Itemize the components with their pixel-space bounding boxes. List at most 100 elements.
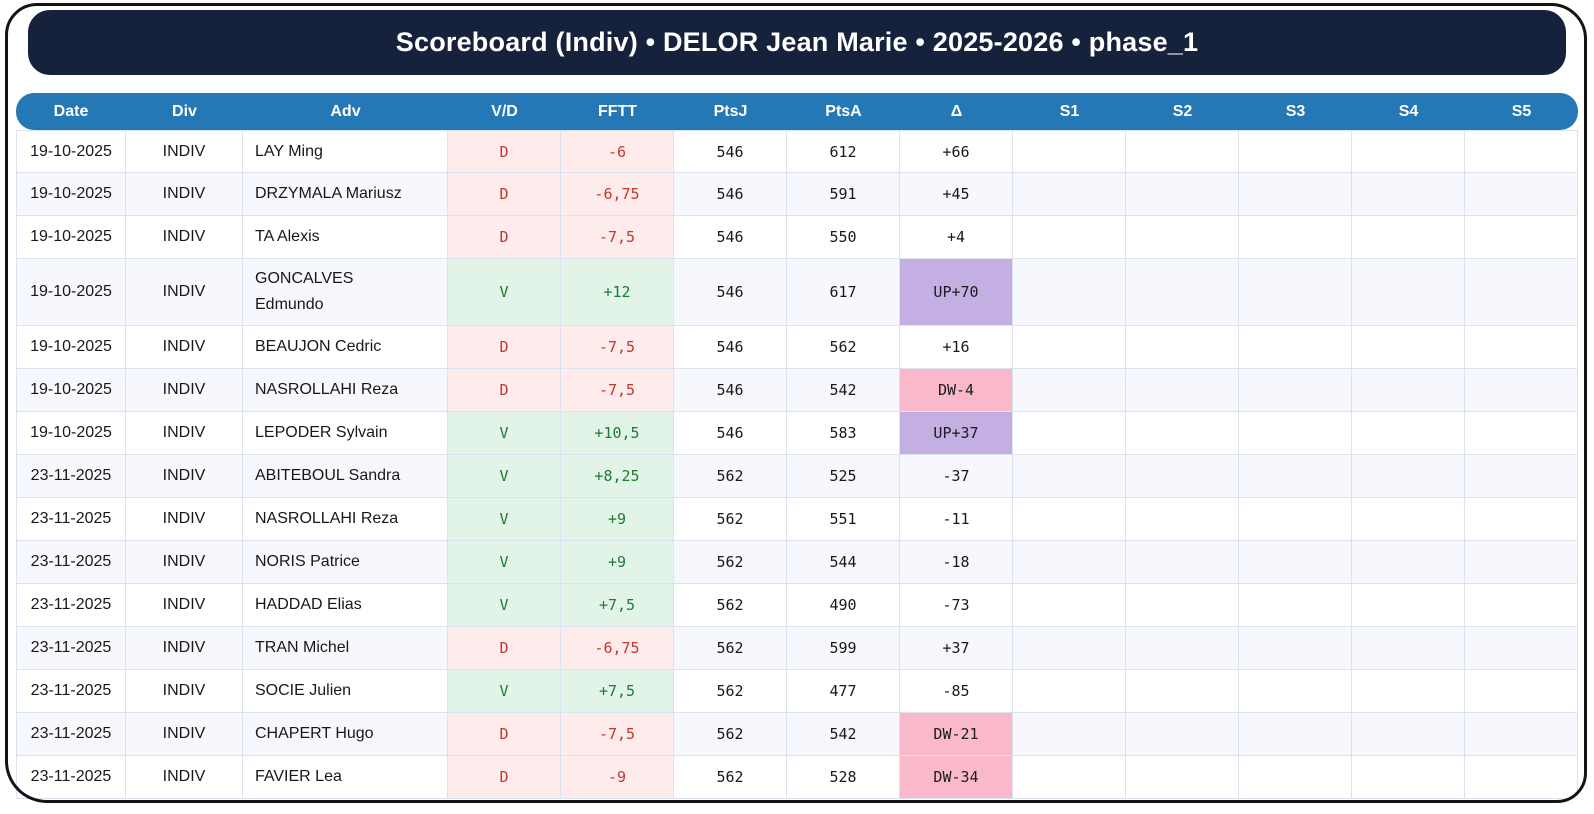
cell-ptsa: 599: [787, 627, 900, 670]
cell-ptsa: 542: [787, 369, 900, 412]
cell-div: INDIV: [126, 173, 243, 216]
cell-ptsa: 477: [787, 670, 900, 713]
column-header-date: Date: [16, 93, 126, 130]
cell-s1: [1013, 713, 1126, 756]
cell-date: 19-10-2025: [16, 369, 126, 412]
cell-value: DW-34: [933, 768, 979, 786]
cell-value: +16: [942, 338, 970, 356]
cell-value: -6: [607, 142, 627, 161]
cell-value: D: [499, 639, 509, 657]
cell-value: 562: [829, 338, 857, 356]
cell-date: 23-11-2025: [16, 541, 126, 584]
cell-s1: [1013, 455, 1126, 498]
cell-s1: [1013, 756, 1126, 799]
cell-s4: [1352, 756, 1465, 799]
cell-s3: [1239, 216, 1352, 259]
cell-s5: [1465, 216, 1578, 259]
cell-s2: [1126, 455, 1239, 498]
cell-value: +8,25: [594, 467, 640, 485]
cell-value: 617: [829, 283, 857, 301]
cell-value: INDIV: [162, 228, 206, 245]
cell-ptsj: 562: [674, 713, 787, 756]
cell-s1: [1013, 584, 1126, 627]
cell-value: +9: [607, 510, 627, 528]
cell-s4: [1352, 369, 1465, 412]
cell-value: 19-10-2025: [30, 142, 112, 160]
cell-div: INDIV: [126, 455, 243, 498]
cell-value: INDIV: [162, 283, 206, 300]
cell-s4: [1352, 216, 1465, 259]
cell-value: 562: [716, 596, 744, 614]
cell-ptsj: 546: [674, 130, 787, 173]
cell-value: NORIS Patrice: [255, 553, 360, 570]
cell-s1: [1013, 627, 1126, 670]
cell-adv: CHAPERT Hugo: [243, 713, 448, 756]
cell-delta: -18: [900, 541, 1013, 584]
cell-value: 583: [829, 424, 857, 442]
column-header-s5: S5: [1465, 93, 1578, 130]
cell-div: INDIV: [126, 326, 243, 369]
cell-delta: DW-21: [900, 713, 1013, 756]
cell-fftt: -6: [561, 130, 674, 173]
table-row: 19-10-2025 INDIV DRZYMALA Mariusz D -6,75 546…: [16, 173, 1578, 216]
cell-div: INDIV: [126, 584, 243, 627]
cell-div: INDIV: [126, 713, 243, 756]
cell-s5: [1465, 756, 1578, 799]
cell-s4: [1352, 584, 1465, 627]
cell-value: 19-10-2025: [30, 424, 112, 441]
cell-adv: NASROLLAHI Reza: [243, 498, 448, 541]
cell-ptsj: 562: [674, 498, 787, 541]
cell-value: V: [499, 553, 509, 571]
cell-adv: SOCIE Julien: [243, 670, 448, 713]
cell-date: 19-10-2025: [16, 326, 126, 369]
cell-ptsa: 551: [787, 498, 900, 541]
cell-date: 23-11-2025: [16, 756, 126, 799]
cell-adv: BEAUJON Cedric: [243, 326, 448, 369]
cell-value: INDIV: [162, 639, 206, 656]
cell-vd: V: [448, 259, 561, 326]
title-bar: Scoreboard (Indiv) • DELOR Jean Marie • …: [28, 10, 1566, 75]
cell-s2: [1126, 216, 1239, 259]
cell-value: INDIV: [162, 338, 206, 355]
cell-date: 19-10-2025: [16, 216, 126, 259]
cell-value: V: [499, 510, 509, 528]
cell-fftt: -7,5: [561, 369, 674, 412]
cell-date: 19-10-2025: [16, 173, 126, 216]
cell-value: 544: [829, 553, 857, 571]
cell-value: 23-11-2025: [30, 725, 112, 742]
cell-value: 612: [829, 142, 857, 161]
header-row: Date Div Adv V/D FFTT PtsJ PtsA Δ S1 S2 S3 S4 S5: [16, 93, 1578, 130]
cell-s5: [1465, 173, 1578, 216]
cell-value: DW-21: [933, 725, 979, 743]
cell-s3: [1239, 584, 1352, 627]
column-header-vd: V/D: [448, 93, 561, 130]
cell-value: 19-10-2025: [30, 185, 112, 202]
cell-value: V: [499, 283, 509, 301]
cell-value: 546: [716, 142, 744, 161]
cell-s2: [1126, 369, 1239, 412]
scoreboard-table: Date Div Adv V/D FFTT PtsJ PtsA Δ S1 S2 S3 S4 S5 19-…: [16, 93, 1578, 799]
table-row: 19-10-2025 INDIV TA Alexis D -7,5 546 550 +4: [16, 216, 1578, 259]
cell-s2: [1126, 412, 1239, 455]
cell-value: 591: [829, 185, 857, 203]
cell-value: -11: [942, 510, 970, 528]
cell-value: -73: [942, 596, 970, 614]
cell-value: INDIV: [162, 510, 206, 527]
cell-div: INDIV: [126, 498, 243, 541]
cell-s2: [1126, 670, 1239, 713]
cell-value: -7,5: [598, 381, 636, 399]
cell-value: D: [499, 381, 509, 399]
cell-ptsa: 525: [787, 455, 900, 498]
cell-s5: [1465, 670, 1578, 713]
cell-s1: [1013, 216, 1126, 259]
cell-s4: [1352, 173, 1465, 216]
cell-value: 542: [829, 725, 857, 743]
cell-value: 23-11-2025: [30, 553, 112, 570]
cell-s3: [1239, 173, 1352, 216]
cell-value: 551: [829, 510, 857, 528]
cell-fftt: -7,5: [561, 326, 674, 369]
cell-s3: [1239, 326, 1352, 369]
table-row: 23-11-2025 INDIV TRAN Michel D -6,75 562 599 +3…: [16, 627, 1578, 670]
cell-vd: D: [448, 216, 561, 259]
cell-s3: [1239, 627, 1352, 670]
